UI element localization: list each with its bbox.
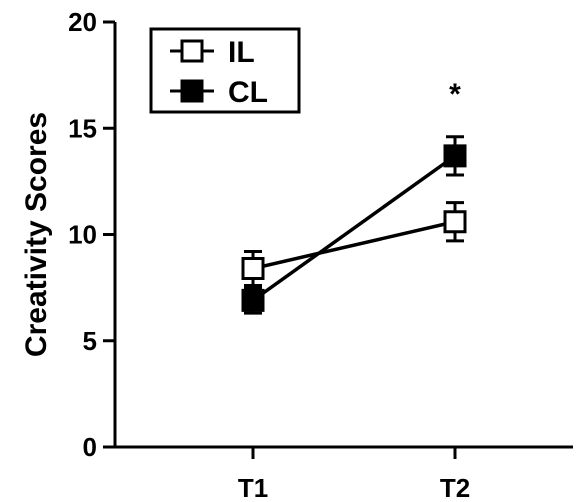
x-tick-label: T2 (440, 473, 470, 502)
y-tick-label: 0 (83, 432, 97, 462)
legend-box (149, 27, 301, 114)
y-tick-label: 5 (83, 326, 97, 356)
series-line-cl (251, 154, 457, 302)
x-tick-label: T1 (238, 473, 268, 502)
series-line-il (252, 220, 456, 271)
x-axis-ticks: T1 T2 (238, 447, 470, 502)
y-tick-label: 10 (68, 220, 97, 250)
data-point-cl (241, 288, 265, 312)
data-point-cl (443, 144, 467, 168)
y-tick-label: 15 (68, 113, 97, 143)
y-tick-label: 20 (68, 7, 97, 37)
data-point-il (241, 257, 265, 280)
annotations: * (449, 78, 461, 111)
legend-label-cl: CL (228, 76, 268, 109)
legend-label-il: IL (228, 36, 255, 69)
data-point-il (443, 210, 467, 234)
legend-marker-il (180, 39, 204, 63)
legend-marker-cl (180, 79, 204, 103)
plot-area (241, 135, 467, 315)
y-axis-title: Creativity Scores (20, 112, 53, 357)
significance-marker: * (449, 78, 461, 111)
legend: IL CL (149, 27, 301, 114)
y-axis-ticks: 0 5 10 15 20 (68, 7, 115, 462)
